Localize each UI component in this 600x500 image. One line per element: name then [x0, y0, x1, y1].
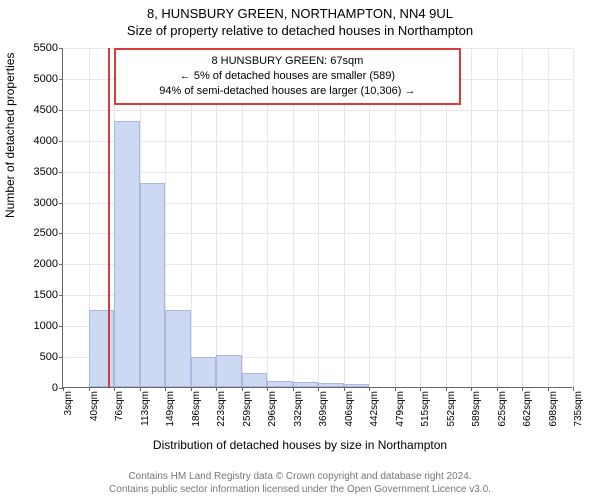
footer-line2: Contains public sector information licen…: [0, 483, 600, 496]
xtick-label: 186sqm: [191, 391, 202, 427]
plot-inner: 0500100015002000250030003500400045005000…: [62, 48, 572, 388]
ytick-label: 1500: [34, 289, 58, 301]
ytick-mark: [59, 326, 63, 327]
xtick-label: 552sqm: [446, 391, 457, 427]
xtick-label: 406sqm: [344, 391, 355, 427]
annotation-line: ← 5% of detached houses are smaller (589…: [124, 69, 451, 84]
histogram-bar: [293, 382, 319, 387]
xtick-label: 735sqm: [573, 391, 584, 427]
ytick-mark: [59, 233, 63, 234]
xtick-label: 515sqm: [420, 391, 431, 427]
gridline-v: [573, 48, 574, 387]
ytick-mark: [59, 203, 63, 204]
xtick-label: 3sqm: [63, 391, 74, 415]
y-axis-label: Number of detached properties: [3, 53, 17, 218]
histogram-bar: [140, 183, 166, 387]
xtick-label: 442sqm: [369, 391, 380, 427]
footer-line1: Contains HM Land Registry data © Crown c…: [0, 470, 600, 483]
xtick-label: 662sqm: [522, 391, 533, 427]
ytick-mark: [59, 110, 63, 111]
ytick-mark: [59, 264, 63, 265]
histogram-bar: [242, 373, 268, 387]
histogram-bar: [191, 357, 217, 387]
chart-footer: Contains HM Land Registry data © Crown c…: [0, 470, 600, 496]
xtick-label: 625sqm: [497, 391, 508, 427]
ytick-mark: [59, 48, 63, 49]
xtick-label: 76sqm: [114, 391, 125, 421]
xtick-label: 698sqm: [548, 391, 559, 427]
ytick-label: 2500: [34, 227, 58, 239]
xtick-label: 479sqm: [395, 391, 406, 427]
ytick-label: 3500: [34, 166, 58, 178]
histogram-bar: [216, 355, 242, 387]
xtick-label: 149sqm: [165, 391, 176, 427]
ytick-label: 4000: [34, 135, 58, 147]
ytick-label: 1000: [34, 320, 58, 332]
histogram-bar: [267, 381, 293, 387]
ytick-mark: [59, 172, 63, 173]
ytick-label: 5000: [34, 73, 58, 85]
ytick-label: 500: [40, 351, 58, 363]
histogram-bar: [165, 310, 191, 387]
chart-title-block: 8, HUNSBURY GREEN, NORTHAMPTON, NN4 9UL …: [0, 0, 600, 38]
chart-container: 8, HUNSBURY GREEN, NORTHAMPTON, NN4 9UL …: [0, 0, 600, 500]
histogram-bar: [318, 383, 344, 387]
ytick-mark: [59, 79, 63, 80]
gridline-v: [522, 48, 523, 387]
ytick-label: 0: [52, 382, 58, 394]
plot-area: 0500100015002000250030003500400045005000…: [62, 48, 572, 388]
xtick-label: 332sqm: [293, 391, 304, 427]
xtick-label: 113sqm: [140, 391, 151, 426]
xtick-label: 369sqm: [318, 391, 329, 427]
ytick-mark: [59, 357, 63, 358]
xtick-label: 296sqm: [267, 391, 278, 427]
xtick-label: 259sqm: [242, 391, 253, 427]
histogram-bar: [89, 310, 115, 387]
ytick-label: 3000: [34, 197, 58, 209]
histogram-bar: [344, 384, 370, 387]
chart-title-line2: Size of property relative to detached ho…: [0, 23, 600, 38]
annotation-line: 8 HUNSBURY GREEN: 67sqm: [124, 54, 451, 69]
gridline-v: [548, 48, 549, 387]
ytick-label: 2000: [34, 258, 58, 270]
x-axis-label: Distribution of detached houses by size …: [0, 438, 600, 452]
annotation-box: 8 HUNSBURY GREEN: 67sqm← 5% of detached …: [114, 48, 461, 105]
ytick-label: 4500: [34, 104, 58, 116]
xtick-label: 223sqm: [216, 391, 227, 427]
gridline-v: [471, 48, 472, 387]
ytick-mark: [59, 295, 63, 296]
histogram-bar: [114, 121, 140, 387]
gridline-v: [497, 48, 498, 387]
ytick-mark: [59, 141, 63, 142]
chart-title-line1: 8, HUNSBURY GREEN, NORTHAMPTON, NN4 9UL: [0, 6, 600, 21]
annotation-line: 94% of semi-detached houses are larger (…: [124, 84, 451, 99]
ytick-label: 5500: [34, 42, 58, 54]
marker-line: [108, 48, 110, 387]
xtick-label: 40sqm: [89, 391, 100, 421]
xtick-label: 589sqm: [471, 391, 482, 427]
